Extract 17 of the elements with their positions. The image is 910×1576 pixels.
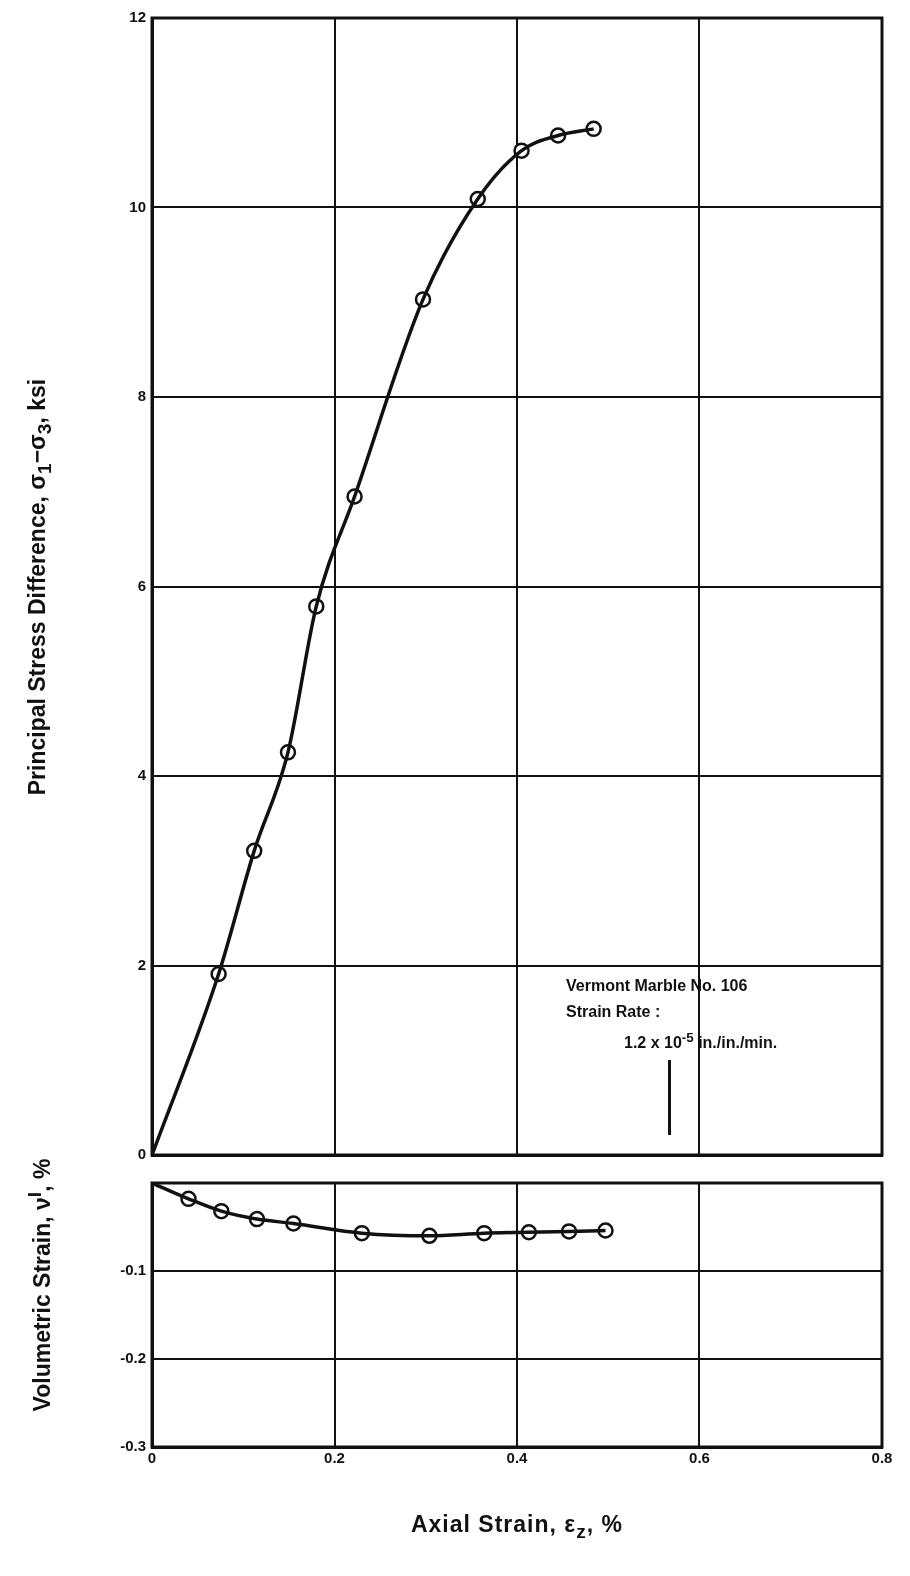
- x-axis-title: Axial Strain, ε$_{z}$, %: [410, 1511, 624, 1543]
- y-tick-label: 2: [137, 955, 146, 973]
- annotation: 1.2 x 10$^{-5}$ in./in./min.: [623, 1029, 778, 1054]
- y-tick-label: -0.2: [120, 1349, 146, 1367]
- y-tick-label: -0.3: [120, 1437, 146, 1455]
- y-tick-label: -0.1: [120, 1261, 146, 1279]
- x-tick-label: 0.4: [506, 1449, 529, 1467]
- y-tick-label: 0: [137, 1145, 146, 1163]
- y-tick-label: 4: [137, 766, 147, 784]
- y-tick-label: 8: [137, 387, 146, 405]
- x-tick-label: 0.2: [324, 1449, 345, 1467]
- y-tick-label: 6: [137, 576, 146, 594]
- y-tick-label: 12: [129, 8, 146, 26]
- y-tick-label: 10: [129, 197, 146, 215]
- x-tick-label: 0.8: [871, 1449, 893, 1467]
- x-tick-label: 0.6: [689, 1449, 710, 1467]
- annotation: Strain Rate :: [566, 1002, 662, 1022]
